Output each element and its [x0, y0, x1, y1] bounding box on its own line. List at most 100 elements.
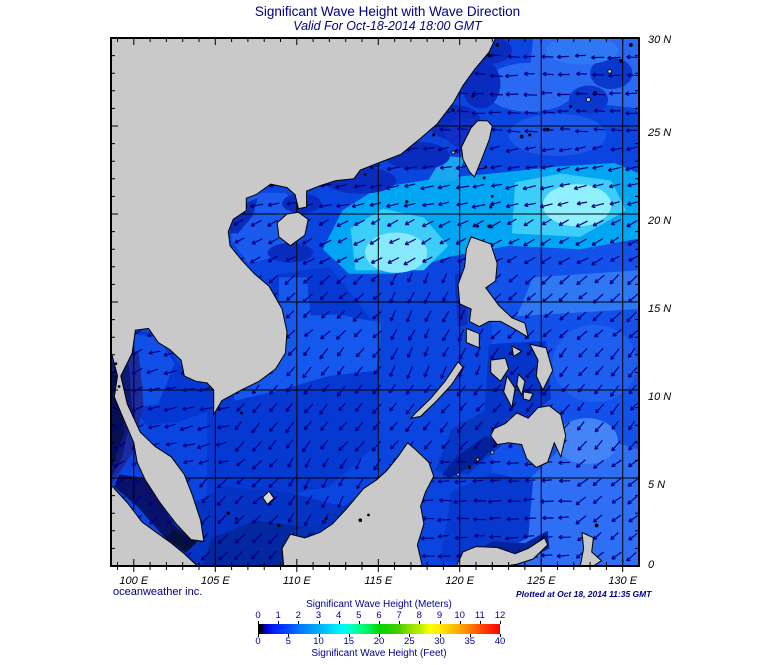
plotted-timestamp: Plotted at Oct 18, 2014 11:35 GMT — [516, 589, 652, 599]
legend-tickmark — [298, 621, 300, 624]
map-canvas: 100 E 105 E 110 E 115 E 120 E 125 E 130 E 30 N 2… — [110, 34, 671, 587]
legend-tickmark — [278, 621, 280, 624]
land-shape-borneo — [281, 442, 435, 566]
island-dot — [467, 465, 472, 469]
sea-patch-pac-north-light — [508, 113, 607, 156]
land-shape-taiwan — [460, 120, 493, 178]
legend-tick-label: 10 — [313, 636, 324, 647]
land-shape-sulawesi — [455, 537, 549, 566]
island-dot — [495, 43, 499, 47]
y-axis-label: 5 N — [648, 479, 665, 491]
legend-tick-label: 11 — [474, 610, 485, 621]
island-dot — [629, 43, 633, 47]
sea-patch-taiwan-strait-cyan — [427, 155, 465, 183]
legend-tickmark — [500, 634, 501, 637]
legend-tickmark — [459, 621, 461, 624]
axis-ticks — [111, 38, 639, 572]
island-dot — [239, 411, 243, 415]
land-shape-hainan — [276, 211, 309, 247]
sea-patch-mindanao-ne-light — [555, 418, 618, 464]
legend-tick-label: 15 — [343, 636, 355, 647]
island-dot — [451, 150, 456, 155]
legend-tick-label: 12 — [494, 610, 506, 621]
legend-tickmark — [258, 621, 259, 624]
sea-patch-sulu-dark — [435, 411, 509, 475]
sea-patch-cyan-core-east — [542, 184, 612, 227]
island-dot — [476, 224, 480, 228]
legend-tick-label: 20 — [373, 636, 385, 647]
island-dot — [405, 200, 409, 204]
legend-tickmark — [258, 634, 259, 637]
y-axis-label: 15 N — [648, 303, 671, 315]
legend-tickmark — [479, 621, 481, 624]
legend-tick-label: 5 — [356, 610, 362, 621]
land-shape-cebu — [516, 373, 526, 397]
legend-tick-label: 5 — [285, 636, 291, 647]
island-dot — [226, 511, 230, 515]
legend-tick-label: 0 — [255, 610, 261, 621]
legend-title-meters: Significant Wave Height (Meters) — [306, 599, 452, 610]
island-dot — [487, 53, 491, 58]
island-dot — [482, 176, 486, 180]
sea-patch-ryukyu-dark-1 — [590, 57, 633, 89]
island-dot — [277, 523, 281, 528]
island-dot — [593, 90, 597, 95]
legend-tickmark — [348, 634, 350, 637]
x-axis-label: 130 E — [608, 575, 637, 587]
legend-tick-label: 40 — [494, 636, 506, 647]
sea-patch-pacific-light-strip — [516, 270, 639, 317]
legend-tickmark — [288, 634, 290, 637]
island-dot — [528, 133, 532, 137]
legend-tick-label: 35 — [464, 636, 476, 647]
island-dot — [475, 457, 480, 462]
x-axis-label: 115 E — [364, 575, 393, 587]
island-dot — [367, 513, 370, 517]
land-shape-masbate — [511, 345, 523, 358]
legend-tick-label: 30 — [434, 636, 445, 647]
x-axis-label: 110 E — [283, 575, 312, 587]
legend-tick-label: 4 — [336, 610, 342, 621]
island-dot — [471, 94, 475, 98]
island-dot — [519, 134, 524, 139]
island-dot — [451, 108, 455, 112]
island-dot — [586, 97, 591, 102]
legend-tick-label: 25 — [403, 636, 415, 647]
land-shape-palawan — [409, 360, 464, 419]
sea-patch-hainan-south-dark — [267, 243, 314, 263]
island-dot — [456, 472, 460, 477]
island-dot — [114, 362, 118, 366]
map-inner — [111, 38, 639, 566]
legend-tick-label: 3 — [315, 610, 322, 621]
land-shape-halmahera — [579, 531, 603, 566]
island-dot — [358, 518, 363, 523]
legend-tick-label: 1 — [275, 610, 281, 621]
y-axis-label: 25 N — [647, 127, 671, 139]
legend-tick-label: 10 — [454, 610, 465, 621]
legend-tickmark — [419, 621, 421, 624]
x-axis-label: 125 E — [527, 575, 556, 587]
legend-tickmark — [318, 634, 320, 637]
sea-patch-ne-corner-light — [546, 38, 618, 65]
island-dot — [432, 133, 436, 137]
land-shape-sumatra — [111, 484, 199, 566]
legend-tickmark — [399, 621, 401, 624]
legend-tickmark — [439, 634, 441, 637]
y-axis-label: 20 N — [647, 215, 671, 227]
land-shape-mainland-asia — [111, 38, 497, 542]
island-dot — [607, 69, 612, 74]
island-dot — [490, 450, 495, 455]
legend-title-feet: Significant Wave Height (Feet) — [311, 648, 447, 659]
land-shape-luzon — [457, 236, 529, 339]
legend-tickmark — [409, 634, 411, 637]
credit-text: oceanweather inc. — [113, 586, 203, 598]
y-axis-label: 30 N — [648, 34, 671, 46]
island-dot — [619, 58, 624, 63]
legend-tickmark — [379, 621, 380, 624]
land-shape-negros — [503, 374, 516, 410]
land-shape-natuna — [261, 490, 275, 506]
legend-colorbar — [258, 624, 500, 634]
legend-tick-label: 7 — [396, 610, 402, 621]
legend-tick-label: 2 — [295, 610, 301, 621]
legend-tick-label: 6 — [376, 610, 382, 621]
